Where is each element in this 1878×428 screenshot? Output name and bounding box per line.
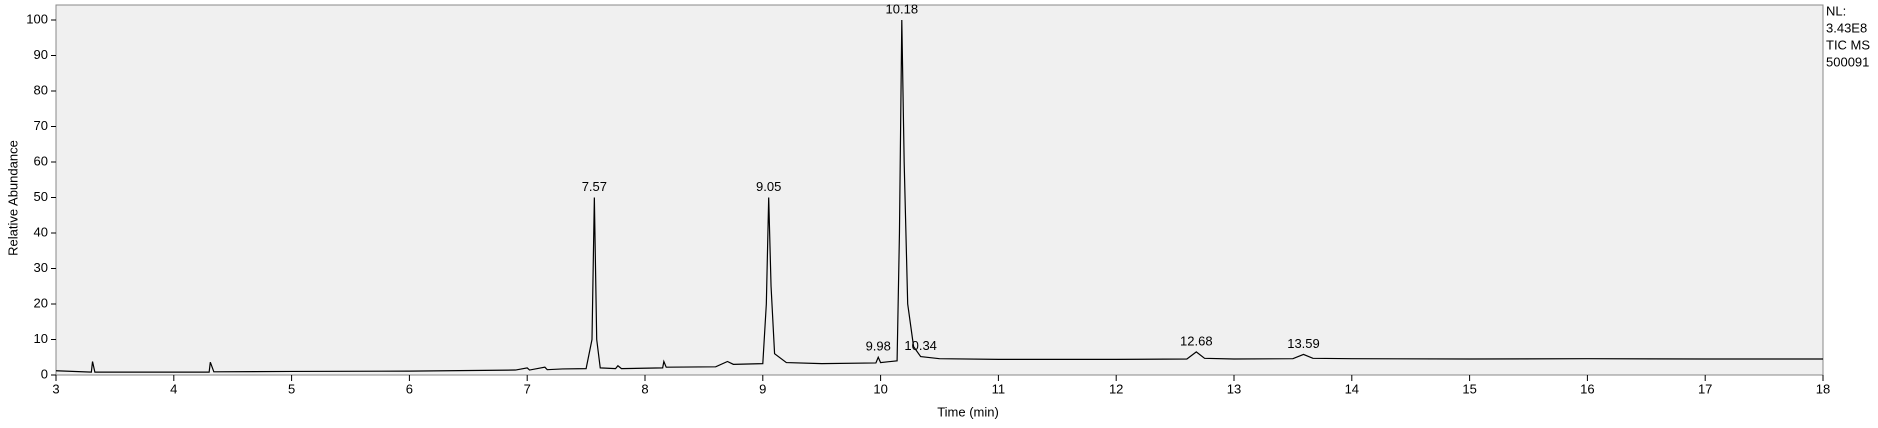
x-tick-label: 10 [873, 381, 887, 396]
y-tick-label: 0 [41, 366, 48, 381]
y-tick-label: 40 [34, 224, 48, 239]
side-label: NL: [1826, 3, 1846, 18]
x-tick-label: 11 [992, 381, 1006, 396]
y-tick-label: 80 [34, 82, 48, 97]
trace [55, 19, 1823, 373]
y-tick-label: 60 [34, 153, 48, 168]
x-tick-label: 12 [1109, 381, 1123, 396]
y-tick-label: 20 [34, 295, 48, 310]
plot-area [55, 4, 1824, 376]
y-tick-label: 90 [34, 47, 48, 62]
y-tick-label: 50 [34, 189, 48, 204]
x-tick-label: 14 [1345, 381, 1359, 396]
side-label: 500091 [1826, 54, 1869, 69]
x-tick-label: 13 [1227, 381, 1241, 396]
x-tick-label: 8 [641, 381, 648, 396]
peak-label: 10.18 [886, 1, 919, 16]
peak-label: 12.68 [1180, 333, 1213, 348]
peak-label: 13.59 [1287, 336, 1320, 351]
y-tick-label: 100 [26, 11, 48, 26]
y-axis-label: Relative Abundance [5, 140, 20, 256]
x-axis-label: Time (min) [937, 404, 999, 419]
peak-label: 7.57 [582, 179, 607, 194]
x-tick-label: 16 [1580, 381, 1594, 396]
peak-label: 9.98 [866, 339, 891, 354]
x-tick-label: 7 [524, 381, 531, 396]
x-tick-label: 5 [288, 381, 295, 396]
y-tick-label: 30 [34, 260, 48, 275]
peak-label: 9.05 [756, 179, 781, 194]
x-tick-label: 4 [170, 381, 177, 396]
x-tick-label: 6 [406, 381, 413, 396]
x-tick-label: 9 [759, 381, 766, 396]
y-tick-label: 10 [34, 331, 48, 346]
x-tick-label: 3 [52, 381, 59, 396]
x-tick-label: 15 [1462, 381, 1476, 396]
y-tick-label: 70 [34, 118, 48, 133]
side-label: TIC MS [1826, 37, 1870, 52]
x-tick-label: 18 [1816, 381, 1830, 396]
x-tick-label: 17 [1698, 381, 1712, 396]
side-label: 3.43E8 [1826, 20, 1867, 35]
peak-label: 10.34 [904, 338, 937, 353]
